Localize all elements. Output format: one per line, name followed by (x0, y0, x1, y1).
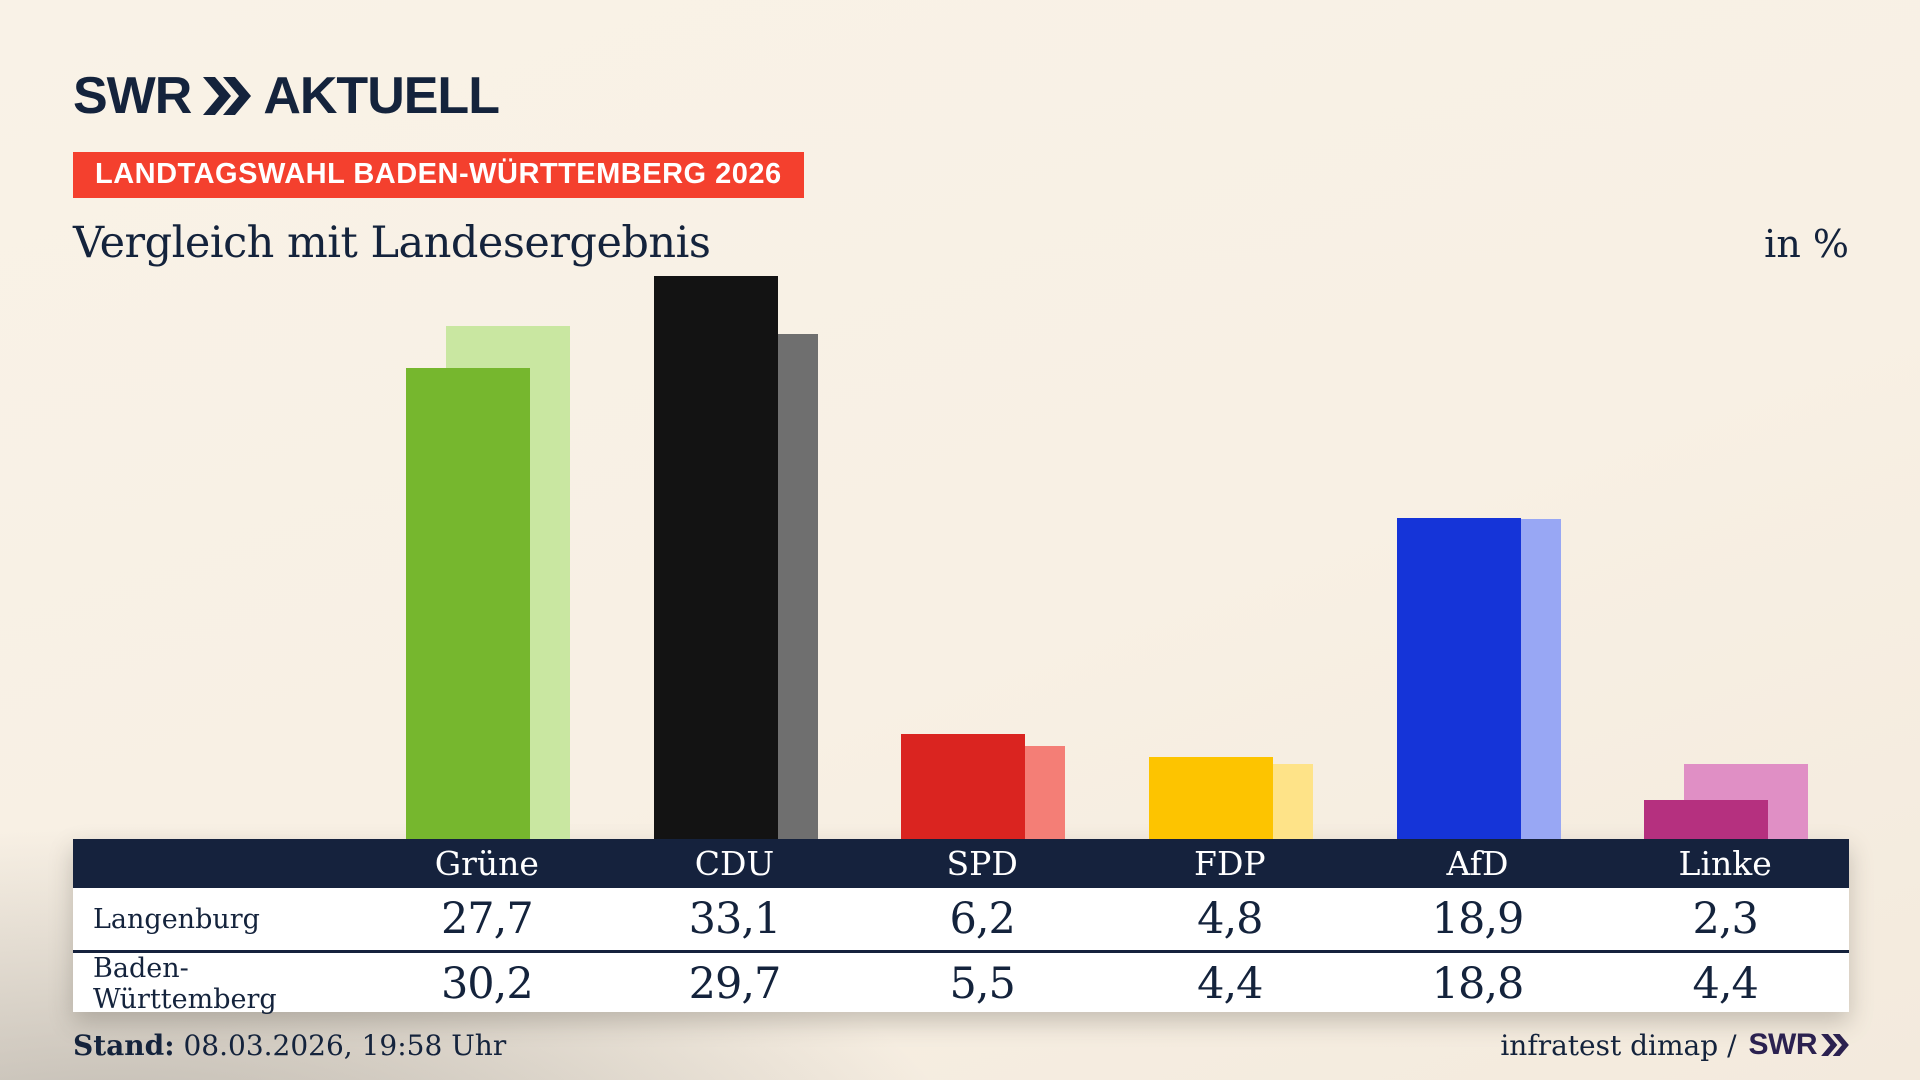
value-langenburg-afd: 18,9 (1431, 894, 1525, 944)
swr-aktuell-logo: SWR AKTUELL (73, 66, 500, 126)
election-banner: LANDTAGSWAHL BADEN-WÜRTTEMBERG 2026 (73, 152, 804, 198)
chart-column-cdu (611, 269, 859, 839)
table-header-fdp: FDP (1194, 844, 1266, 883)
table-header-spd: SPD (946, 844, 1018, 883)
value-langenburg-linke: 2,3 (1692, 894, 1758, 944)
double-chevron-icon (201, 77, 253, 115)
chart-column-spd (858, 269, 1106, 839)
results-table: Grüne CDU SPD FDP AfD Linke Langenburg 2… (73, 839, 1849, 1015)
table-row-langenburg: Langenburg 27,7 33,1 6,2 4,8 18,9 2,3 (73, 888, 1849, 950)
chart-title: Vergleich mit Landesergebnis (73, 218, 711, 268)
stand-value: 08.03.2026, 19:58 Uhr (183, 1028, 507, 1062)
table-header-linke: Linke (1678, 844, 1772, 883)
bar-langenburg-afd (1396, 517, 1521, 839)
timestamp: Stand: 08.03.2026, 19:58 Uhr (73, 1029, 506, 1062)
table-header-afd: AfD (1446, 844, 1509, 883)
footer: Stand: 08.03.2026, 19:58 Uhr infratest d… (73, 1028, 1849, 1062)
swr-logo-small: SWR (1749, 1028, 1850, 1062)
value-bw-linke: 4,4 (1692, 959, 1758, 1009)
value-langenburg-gruene: 27,7 (440, 894, 534, 944)
bar-langenburg-spd (901, 733, 1026, 839)
source-attribution: infratest dimap / SWR (1500, 1028, 1849, 1062)
table-header-cdu: CDU (694, 844, 775, 883)
double-chevron-icon (1821, 1034, 1849, 1056)
table-header-row: Grüne CDU SPD FDP AfD Linke (73, 839, 1849, 888)
title-row: Vergleich mit Landesergebnis in % (73, 218, 1849, 268)
swr-logo-text: SWR (1748, 1028, 1818, 1061)
bar-langenburg-linke (1644, 799, 1769, 839)
bar-langenburg-grne (406, 368, 530, 839)
value-langenburg-cdu: 33,1 (688, 894, 782, 944)
value-bw-gruene: 30,2 (440, 959, 534, 1009)
value-bw-fdp: 4,4 (1197, 959, 1263, 1009)
value-bw-afd: 18,8 (1431, 959, 1525, 1009)
value-langenburg-fdp: 4,8 (1197, 894, 1263, 944)
row-label: Langenburg (93, 903, 260, 935)
bar-langenburg-fdp (1149, 757, 1274, 839)
logo-swr-text: SWR (73, 67, 192, 125)
logo-aktuell-text: AKTUELL (263, 67, 500, 125)
chart-column-grne (363, 269, 611, 839)
value-bw-cdu: 29,7 (688, 959, 782, 1009)
row-label: Baden-Württemberg (93, 953, 277, 1015)
source-text: infratest dimap / (1500, 1028, 1737, 1062)
bar-chart (363, 269, 1849, 839)
chart-column-fdp (1106, 269, 1354, 839)
table-header-gruene: Grüne (434, 844, 539, 883)
chart-column-linke (1601, 269, 1849, 839)
unit-label: in % (1764, 222, 1849, 266)
table-row-baden-wuerttemberg: Baden-Württemberg 30,2 29,7 5,5 4,4 18,8… (73, 950, 1849, 1015)
value-bw-spd: 5,5 (949, 959, 1015, 1009)
chart-column-afd (1354, 269, 1602, 839)
bar-langenburg-cdu (653, 276, 778, 839)
stand-label: Stand: (73, 1028, 175, 1062)
value-langenburg-spd: 6,2 (949, 894, 1015, 944)
